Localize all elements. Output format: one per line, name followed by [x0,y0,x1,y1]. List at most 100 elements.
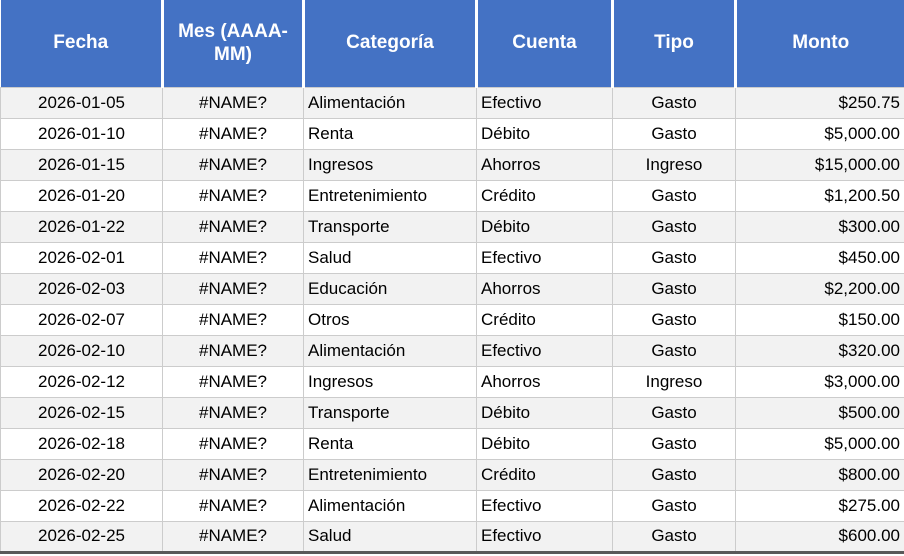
cell-categoria[interactable]: Salud [303,521,477,553]
table-row: 2026-02-15 #NAME? Transporte Débito Gasto $50… [0,397,904,429]
cell-fecha[interactable]: 2026-01-22 [0,211,163,243]
cell-categoria[interactable]: Alimentación [303,87,477,119]
cell-categoria[interactable]: Salud [303,242,477,274]
cell-cuenta[interactable]: Débito [476,118,613,150]
cell-monto[interactable]: $1,200.50 [735,180,904,212]
cell-cuenta[interactable]: Crédito [476,304,613,336]
cell-cuenta[interactable]: Ahorros [476,366,613,398]
cell-mes[interactable]: #NAME? [162,149,304,181]
cell-fecha[interactable]: 2026-01-10 [0,118,163,150]
cell-fecha[interactable]: 2026-02-25 [0,521,163,553]
cell-tipo[interactable]: Gasto [612,87,736,119]
cell-fecha[interactable]: 2026-02-01 [0,242,163,274]
cell-fecha[interactable]: 2026-02-22 [0,490,163,522]
cell-categoria[interactable]: Transporte [303,397,477,429]
cell-mes[interactable]: #NAME? [162,490,304,522]
cell-monto[interactable]: $500.00 [735,397,904,429]
cell-fecha[interactable]: 2026-02-18 [0,428,163,460]
cell-tipo[interactable]: Gasto [612,180,736,212]
cell-monto[interactable]: $3,000.00 [735,366,904,398]
table-row: 2026-02-03 #NAME? Educación Ahorros Gasto $2,… [0,273,904,305]
cell-categoria[interactable]: Alimentación [303,335,477,367]
cell-cuenta[interactable]: Efectivo [476,335,613,367]
cell-cuenta[interactable]: Ahorros [476,149,613,181]
cell-monto[interactable]: $2,200.00 [735,273,904,305]
cell-mes[interactable]: #NAME? [162,87,304,119]
cell-categoria[interactable]: Alimentación [303,490,477,522]
cell-tipo[interactable]: Gasto [612,521,736,553]
cell-categoria[interactable]: Entretenimiento [303,459,477,491]
cell-fecha[interactable]: 2026-02-03 [0,273,163,305]
cell-tipo[interactable]: Gasto [612,335,736,367]
cell-cuenta[interactable]: Efectivo [476,490,613,522]
cell-tipo[interactable]: Gasto [612,397,736,429]
cell-monto[interactable]: $150.00 [735,304,904,336]
cell-cuenta[interactable]: Débito [476,397,613,429]
column-header-fecha[interactable]: Fecha [0,0,164,88]
table-header-row: Fecha Mes (AAAA-MM) Categoría Cuenta Tipo Mon… [0,0,904,88]
cell-fecha[interactable]: 2026-02-20 [0,459,163,491]
cell-mes[interactable]: #NAME? [162,211,304,243]
cell-monto[interactable]: $450.00 [735,242,904,274]
cell-cuenta[interactable]: Crédito [476,180,613,212]
cell-mes[interactable]: #NAME? [162,521,304,553]
cell-mes[interactable]: #NAME? [162,366,304,398]
cell-categoria[interactable]: Educación [303,273,477,305]
cell-tipo[interactable]: Ingreso [612,366,736,398]
cell-tipo[interactable]: Gasto [612,242,736,274]
cell-monto[interactable]: $5,000.00 [735,118,904,150]
cell-monto[interactable]: $275.00 [735,490,904,522]
cell-categoria[interactable]: Ingresos [303,366,477,398]
cell-categoria[interactable]: Ingresos [303,149,477,181]
cell-mes[interactable]: #NAME? [162,242,304,274]
cell-monto[interactable]: $320.00 [735,335,904,367]
cell-tipo[interactable]: Ingreso [612,149,736,181]
cell-cuenta[interactable]: Crédito [476,459,613,491]
cell-mes[interactable]: #NAME? [162,335,304,367]
cell-mes[interactable]: #NAME? [162,428,304,460]
cell-categoria[interactable]: Renta [303,428,477,460]
cell-tipo[interactable]: Gasto [612,118,736,150]
cell-cuenta[interactable]: Efectivo [476,87,613,119]
cell-monto[interactable]: $600.00 [735,521,904,553]
cell-mes[interactable]: #NAME? [162,180,304,212]
cell-fecha[interactable]: 2026-02-15 [0,397,163,429]
cell-mes[interactable]: #NAME? [162,304,304,336]
cell-categoria[interactable]: Otros [303,304,477,336]
cell-mes[interactable]: #NAME? [162,118,304,150]
table-row: 2026-02-10 #NAME? Alimentación Efectivo Gast… [0,335,904,367]
cell-categoria[interactable]: Entretenimiento [303,180,477,212]
cell-monto[interactable]: $5,000.00 [735,428,904,460]
cell-fecha[interactable]: 2026-01-20 [0,180,163,212]
cell-monto[interactable]: $800.00 [735,459,904,491]
cell-mes[interactable]: #NAME? [162,273,304,305]
cell-monto[interactable]: $300.00 [735,211,904,243]
cell-tipo[interactable]: Gasto [612,490,736,522]
cell-tipo[interactable]: Gasto [612,459,736,491]
cell-fecha[interactable]: 2026-01-15 [0,149,163,181]
cell-monto[interactable]: $250.75 [735,87,904,119]
cell-cuenta[interactable]: Débito [476,428,613,460]
cell-categoria[interactable]: Transporte [303,211,477,243]
cell-mes[interactable]: #NAME? [162,459,304,491]
column-header-categoria[interactable]: Categoría [303,0,478,88]
cell-tipo[interactable]: Gasto [612,304,736,336]
column-header-tipo[interactable]: Tipo [612,0,737,88]
cell-categoria[interactable]: Renta [303,118,477,150]
cell-cuenta[interactable]: Ahorros [476,273,613,305]
column-header-cuenta[interactable]: Cuenta [476,0,614,88]
cell-cuenta[interactable]: Efectivo [476,242,613,274]
cell-cuenta[interactable]: Débito [476,211,613,243]
column-header-monto[interactable]: Monto [735,0,904,88]
cell-tipo[interactable]: Gasto [612,273,736,305]
cell-fecha[interactable]: 2026-02-12 [0,366,163,398]
cell-tipo[interactable]: Gasto [612,211,736,243]
cell-fecha[interactable]: 2026-02-10 [0,335,163,367]
column-header-mes[interactable]: Mes (AAAA-MM) [162,0,305,88]
cell-tipo[interactable]: Gasto [612,428,736,460]
cell-fecha[interactable]: 2026-01-05 [0,87,163,119]
cell-fecha[interactable]: 2026-02-07 [0,304,163,336]
cell-mes[interactable]: #NAME? [162,397,304,429]
cell-monto[interactable]: $15,000.00 [735,149,904,181]
cell-cuenta[interactable]: Efectivo [476,521,613,553]
